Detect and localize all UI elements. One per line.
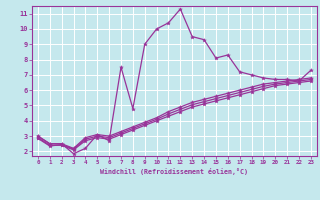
X-axis label: Windchill (Refroidissement éolien,°C): Windchill (Refroidissement éolien,°C) <box>100 168 248 175</box>
